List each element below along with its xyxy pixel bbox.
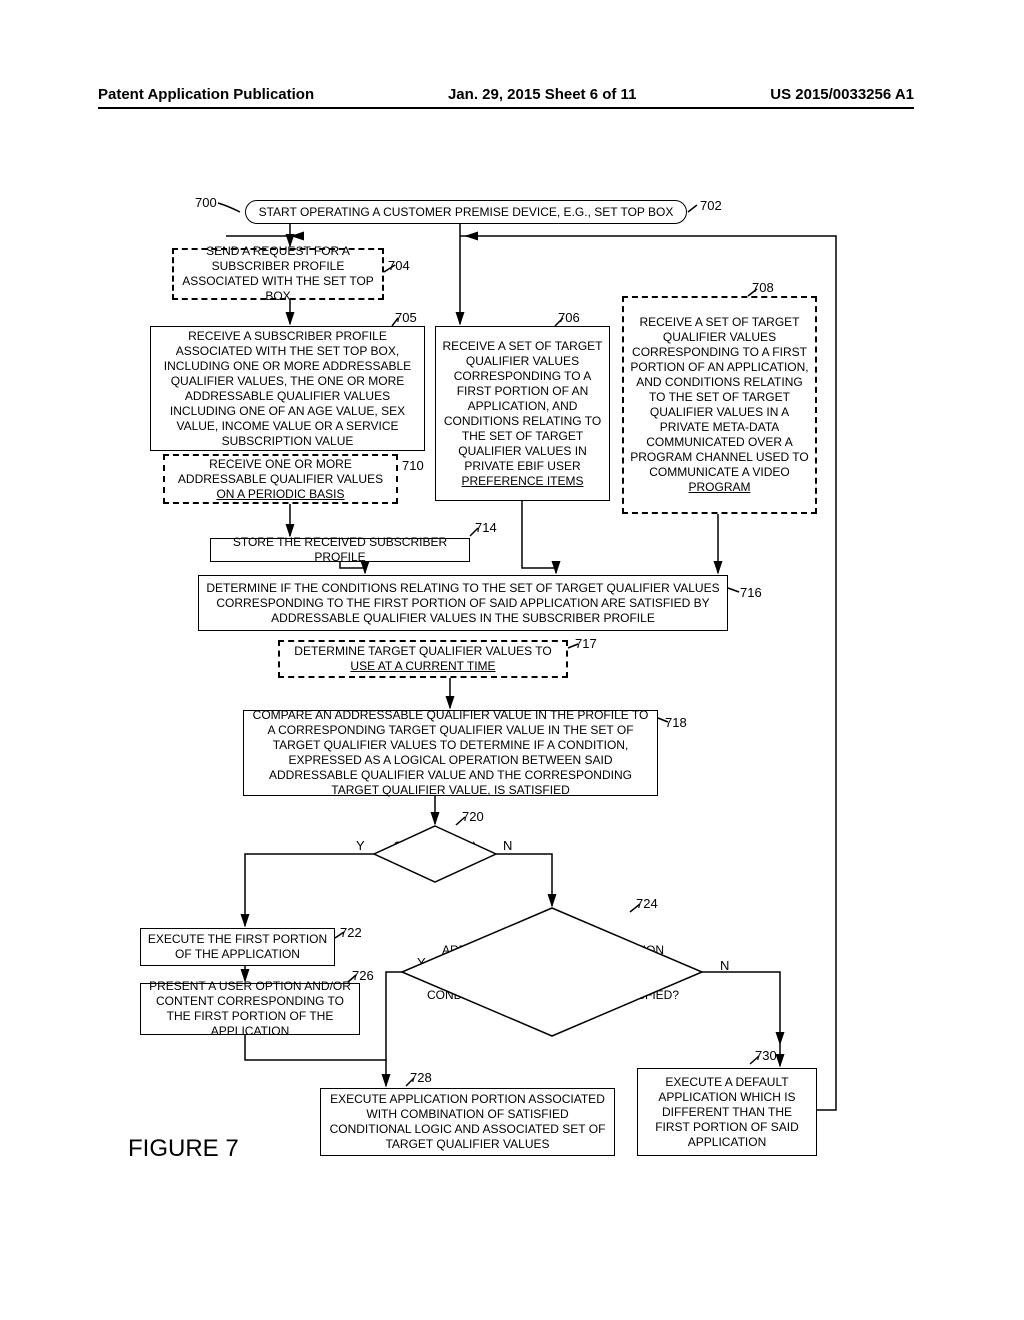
box-718: COMPARE AN ADDRESSABLE QUALIFIER VALUE I…	[243, 710, 658, 796]
ref-720: 720	[462, 809, 484, 824]
d724-y: Y	[417, 955, 426, 970]
box-728: EXECUTE APPLICATION PORTION ASSOCIATED W…	[320, 1088, 615, 1156]
box-716-text: DETERMINE IF THE CONDITIONS RELATING TO …	[205, 581, 721, 626]
box-717-text: DETERMINE TARGET QUALIFIER VALUES TO USE…	[294, 644, 551, 674]
box-722-text: EXECUTE THE FIRST PORTION OF THE APPLICA…	[147, 932, 328, 962]
ref-710: 710	[402, 458, 424, 473]
box-706-text: RECEIVE A SET OF TARGET QUALIFIER VALUES…	[442, 339, 603, 489]
ref-722: 722	[340, 925, 362, 940]
d720-n: N	[503, 838, 512, 853]
box-730-text: EXECUTE A DEFAULT APPLICATION WHICH IS D…	[644, 1075, 810, 1150]
box-704: SEND A REQUEST FOR A SUBSCRIBER PROFILE …	[172, 248, 384, 300]
box-708: RECEIVE A SET OF TARGET QUALIFIER VALUES…	[622, 296, 817, 514]
box-714: STORE THE RECEIVED SUBSCRIBER PROFILE	[210, 538, 470, 562]
page-header: Patent Application Publication Jan. 29, …	[98, 86, 914, 109]
ref-700: 700	[195, 195, 217, 210]
box-705: RECEIVE A SUBSCRIBER PROFILE ASSOCIATED …	[150, 326, 425, 451]
ref-724: 724	[636, 896, 658, 911]
ref-716: 716	[740, 585, 762, 600]
ref-704: 704	[388, 258, 410, 273]
decision-724: ARE THERE ANY OTHER APPLICATION PORTIONS…	[408, 908, 698, 1038]
ref-702: 702	[700, 198, 722, 213]
start-box: START OPERATING A CUSTOMER PREMISE DEVIC…	[245, 200, 687, 224]
box-704-text: SEND A REQUEST FOR A SUBSCRIBER PROFILE …	[180, 244, 376, 304]
box-728-text: EXECUTE APPLICATION PORTION ASSOCIATED W…	[327, 1092, 608, 1152]
d724-text: ARE THERE ANY OTHER APPLICATION PORTIONS…	[423, 943, 684, 1003]
ref-726: 726	[352, 968, 374, 983]
figure-label: FIGURE 7	[128, 1135, 239, 1163]
box-708-text: RECEIVE A SET OF TARGET QUALIFIER VALUES…	[630, 315, 809, 495]
ref-708: 708	[752, 280, 774, 295]
box-706: RECEIVE A SET OF TARGET QUALIFIER VALUES…	[435, 326, 610, 501]
ref-730: 730	[755, 1048, 777, 1063]
ref-705: 705	[395, 310, 417, 325]
box-717: DETERMINE TARGET QUALIFIER VALUES TO USE…	[278, 640, 568, 678]
box-705-text: RECEIVE A SUBSCRIBER PROFILE ASSOCIATED …	[157, 329, 418, 449]
ref-717: 717	[575, 636, 597, 651]
box-726: PRESENT A USER OPTION AND/OR CONTENT COR…	[140, 983, 360, 1035]
box-730: EXECUTE A DEFAULT APPLICATION WHICH IS D…	[637, 1068, 817, 1156]
box-710: RECEIVE ONE OR MORE ADDRESSABLE QUALIFIE…	[163, 454, 398, 504]
header-center: Jan. 29, 2015 Sheet 6 of 11	[448, 86, 636, 103]
box-714-text: STORE THE RECEIVED SUBSCRIBER PROFILE	[217, 535, 463, 565]
ref-718: 718	[665, 715, 687, 730]
ref-728: 728	[410, 1070, 432, 1085]
d720-y: Y	[356, 838, 365, 853]
box-716: DETERMINE IF THE CONDITIONS RELATING TO …	[198, 575, 728, 631]
box-722: EXECUTE THE FIRST PORTION OF THE APPLICA…	[140, 928, 335, 966]
ref-714: 714	[475, 520, 497, 535]
start-text: START OPERATING A CUSTOMER PREMISE DEVIC…	[259, 205, 674, 220]
box-718-text: COMPARE AN ADDRESSABLE QUALIFIER VALUE I…	[250, 708, 651, 798]
page: Patent Application Publication Jan. 29, …	[0, 0, 1024, 1320]
header-right: US 2015/0033256 A1	[770, 86, 914, 103]
header-left: Patent Application Publication	[98, 86, 314, 103]
decision-720: CONDITION(S) SATISFIED?	[380, 826, 490, 882]
box-726-text: PRESENT A USER OPTION AND/OR CONTENT COR…	[147, 979, 353, 1039]
d724-n: N	[720, 958, 729, 973]
box-710-text: RECEIVE ONE OR MORE ADDRESSABLE QUALIFIE…	[171, 457, 390, 502]
d720-text: CONDITION(S) SATISFIED?	[386, 839, 485, 869]
ref-706: 706	[558, 310, 580, 325]
